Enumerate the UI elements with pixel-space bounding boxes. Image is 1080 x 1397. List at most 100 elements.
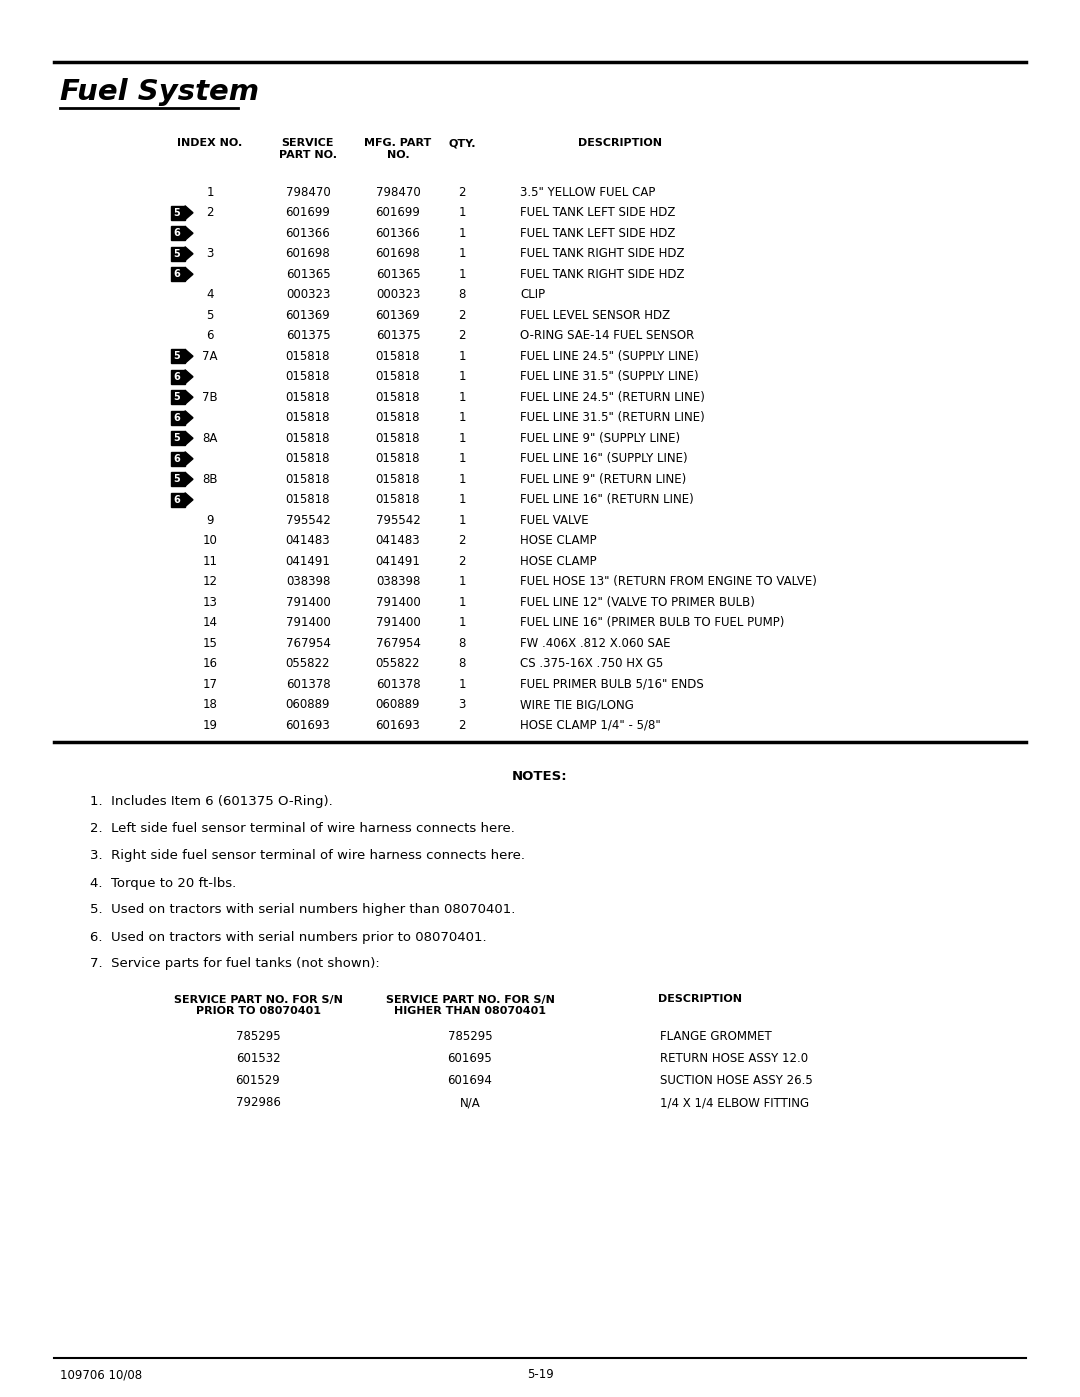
Text: 041483: 041483: [286, 534, 330, 548]
Text: 015818: 015818: [376, 391, 420, 404]
Text: FUEL LINE 31.5" (RETURN LINE): FUEL LINE 31.5" (RETURN LINE): [519, 411, 705, 425]
Polygon shape: [185, 390, 193, 404]
Text: FUEL TANK RIGHT SIDE HDZ: FUEL TANK RIGHT SIDE HDZ: [519, 268, 685, 281]
Text: 2: 2: [458, 534, 465, 548]
Text: FUEL LINE 12" (VALVE TO PRIMER BULB): FUEL LINE 12" (VALVE TO PRIMER BULB): [519, 595, 755, 609]
Text: 109706 10/08: 109706 10/08: [60, 1368, 143, 1382]
Text: 1: 1: [458, 432, 465, 444]
Text: 17: 17: [203, 678, 217, 690]
Text: 5: 5: [174, 249, 180, 258]
Text: 5: 5: [174, 393, 180, 402]
Text: O-RING SAE-14 FUEL SENSOR: O-RING SAE-14 FUEL SENSOR: [519, 330, 694, 342]
Text: 7B: 7B: [202, 391, 218, 404]
Text: 015818: 015818: [286, 370, 330, 383]
Text: 601378: 601378: [376, 678, 420, 690]
Text: FUEL VALVE: FUEL VALVE: [519, 514, 589, 527]
Text: SERVICE PART NO. FOR S/N
PRIOR TO 08070401: SERVICE PART NO. FOR S/N PRIOR TO 080704…: [174, 995, 342, 1016]
Text: FUEL LINE 31.5" (SUPPLY LINE): FUEL LINE 31.5" (SUPPLY LINE): [519, 370, 699, 383]
Bar: [171, 205, 185, 219]
Text: 601369: 601369: [285, 309, 330, 321]
Text: 2.  Left side fuel sensor terminal of wire harness connects here.: 2. Left side fuel sensor terminal of wir…: [90, 823, 515, 835]
Text: 041491: 041491: [285, 555, 330, 567]
Text: 3.5" YELLOW FUEL CAP: 3.5" YELLOW FUEL CAP: [519, 186, 656, 198]
Text: HOSE CLAMP 1/4" - 5/8": HOSE CLAMP 1/4" - 5/8": [519, 718, 661, 732]
Text: 767954: 767954: [376, 637, 420, 650]
Text: 015818: 015818: [376, 370, 420, 383]
Text: 795542: 795542: [376, 514, 420, 527]
Bar: [171, 472, 185, 486]
Polygon shape: [185, 432, 193, 446]
Text: 6: 6: [174, 270, 180, 279]
Text: 2: 2: [458, 330, 465, 342]
Text: 601694: 601694: [447, 1074, 492, 1087]
Polygon shape: [185, 267, 193, 281]
Text: 601375: 601375: [376, 330, 420, 342]
Text: 1: 1: [458, 391, 465, 404]
Text: 015818: 015818: [376, 432, 420, 444]
Text: 8: 8: [458, 637, 465, 650]
Text: Fuel System: Fuel System: [60, 78, 259, 106]
Text: 1: 1: [458, 453, 465, 465]
Text: 601375: 601375: [286, 330, 330, 342]
Text: FUEL LINE 16" (PRIMER BULB TO FUEL PUMP): FUEL LINE 16" (PRIMER BULB TO FUEL PUMP): [519, 616, 784, 629]
Text: 1: 1: [458, 247, 465, 260]
Text: 015818: 015818: [286, 391, 330, 404]
Text: 601695: 601695: [447, 1052, 492, 1066]
Text: HOSE CLAMP: HOSE CLAMP: [519, 555, 596, 567]
Text: 1: 1: [458, 349, 465, 363]
Text: 1: 1: [458, 207, 465, 219]
Text: 9: 9: [206, 514, 214, 527]
Text: FUEL LINE 9" (RETURN LINE): FUEL LINE 9" (RETURN LINE): [519, 472, 686, 486]
Text: FUEL TANK LEFT SIDE HDZ: FUEL TANK LEFT SIDE HDZ: [519, 226, 675, 240]
Text: 055822: 055822: [376, 657, 420, 671]
Text: 3: 3: [206, 247, 214, 260]
Text: 791400: 791400: [285, 595, 330, 609]
Text: 015818: 015818: [286, 493, 330, 506]
Text: 7.  Service parts for fuel tanks (not shown):: 7. Service parts for fuel tanks (not sho…: [90, 957, 380, 971]
Polygon shape: [185, 472, 193, 486]
Text: 601699: 601699: [376, 207, 420, 219]
Text: DESCRIPTION: DESCRIPTION: [578, 138, 662, 148]
Text: 1: 1: [458, 514, 465, 527]
Text: 601369: 601369: [376, 309, 420, 321]
Polygon shape: [185, 451, 193, 465]
Text: MFG. PART
NO.: MFG. PART NO.: [364, 138, 432, 159]
Text: 6: 6: [174, 454, 180, 464]
Text: FUEL LEVEL SENSOR HDZ: FUEL LEVEL SENSOR HDZ: [519, 309, 670, 321]
Text: 6: 6: [174, 412, 180, 423]
Text: 785295: 785295: [448, 1031, 492, 1044]
Text: 14: 14: [203, 616, 217, 629]
Text: 4.  Torque to 20 ft-lbs.: 4. Torque to 20 ft-lbs.: [90, 876, 237, 890]
Text: 798470: 798470: [285, 186, 330, 198]
Bar: [171, 432, 185, 446]
Text: QTY.: QTY.: [448, 138, 476, 148]
Text: 1: 1: [458, 576, 465, 588]
Text: RETURN HOSE ASSY 12.0: RETURN HOSE ASSY 12.0: [660, 1052, 808, 1066]
Text: FUEL LINE 9" (SUPPLY LINE): FUEL LINE 9" (SUPPLY LINE): [519, 432, 680, 444]
Text: 015818: 015818: [376, 349, 420, 363]
Bar: [171, 390, 185, 404]
Text: SUCTION HOSE ASSY 26.5: SUCTION HOSE ASSY 26.5: [660, 1074, 813, 1087]
Text: 5.  Used on tractors with serial numbers higher than 08070401.: 5. Used on tractors with serial numbers …: [90, 904, 515, 916]
Text: 1.  Includes Item 6 (601375 O-Ring).: 1. Includes Item 6 (601375 O-Ring).: [90, 795, 333, 809]
Text: SERVICE
PART NO.: SERVICE PART NO.: [279, 138, 337, 159]
Text: 8: 8: [458, 657, 465, 671]
Text: 16: 16: [203, 657, 217, 671]
Text: 601365: 601365: [286, 268, 330, 281]
Bar: [171, 247, 185, 261]
Text: 000323: 000323: [376, 288, 420, 302]
Text: 791400: 791400: [376, 616, 420, 629]
Bar: [171, 493, 185, 507]
Text: NOTES:: NOTES:: [512, 770, 568, 782]
Text: 6: 6: [174, 372, 180, 381]
Text: 015818: 015818: [286, 472, 330, 486]
Text: 5: 5: [174, 208, 180, 218]
Text: 5: 5: [174, 474, 180, 485]
Text: 060889: 060889: [376, 698, 420, 711]
Text: FUEL LINE 24.5" (RETURN LINE): FUEL LINE 24.5" (RETURN LINE): [519, 391, 705, 404]
Text: 015818: 015818: [286, 453, 330, 465]
Text: 798470: 798470: [376, 186, 420, 198]
Bar: [171, 226, 185, 240]
Text: 3.  Right side fuel sensor terminal of wire harness connects here.: 3. Right side fuel sensor terminal of wi…: [90, 849, 525, 862]
Text: 6.  Used on tractors with serial numbers prior to 08070401.: 6. Used on tractors with serial numbers …: [90, 930, 487, 943]
